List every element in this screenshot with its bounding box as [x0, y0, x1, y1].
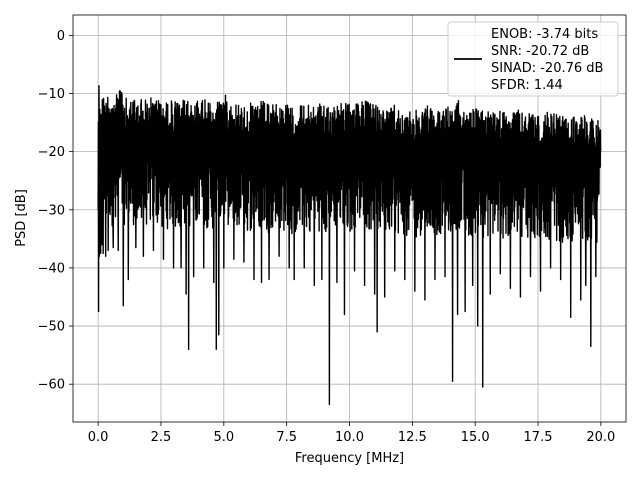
psd-series-line	[97, 85, 602, 406]
x-tick-label: 12.5	[398, 430, 427, 445]
legend-sfdr: SFDR: 1.44	[491, 78, 563, 93]
x-tick-label: 5.0	[213, 430, 234, 445]
x-axis-label: Frequency [MHz]	[295, 451, 404, 466]
x-tick-label: 17.5	[524, 430, 553, 445]
x-tick-label: 10.0	[335, 430, 364, 445]
x-tick-label: 20.0	[586, 430, 615, 445]
y-axis-ticks: 0 −10 −20 −30 −40 −50 −60	[38, 29, 73, 393]
x-tick-label: 0.0	[88, 430, 109, 445]
y-tick-label: −60	[38, 378, 65, 393]
y-tick-label: −10	[38, 87, 65, 102]
y-tick-label: −20	[38, 145, 65, 160]
y-tick-label: 0	[57, 29, 65, 44]
x-tick-label: 7.5	[276, 430, 297, 445]
y-tick-label: −50	[38, 320, 65, 335]
legend-enob: ENOB: -3.74 bits	[491, 27, 598, 42]
plot-area	[97, 85, 602, 406]
legend-box	[447, 21, 619, 97]
x-tick-label: 2.5	[151, 430, 172, 445]
legend: ENOB: -3.74 bits SNR: -20.72 dB SINAD: -…	[447, 21, 619, 97]
y-axis-label: PSD [dB]	[14, 189, 29, 247]
legend-snr: SNR: -20.72 dB	[491, 44, 589, 59]
legend-sinad: SINAD: -20.76 dB	[491, 61, 603, 76]
x-tick-label: 15.0	[461, 430, 490, 445]
y-tick-label: −30	[38, 203, 65, 218]
y-tick-label: −40	[38, 261, 65, 276]
x-axis-ticks: 0.0 2.5 5.0 7.5 10.0 12.5 15.0 17.5 20.0	[88, 422, 615, 445]
